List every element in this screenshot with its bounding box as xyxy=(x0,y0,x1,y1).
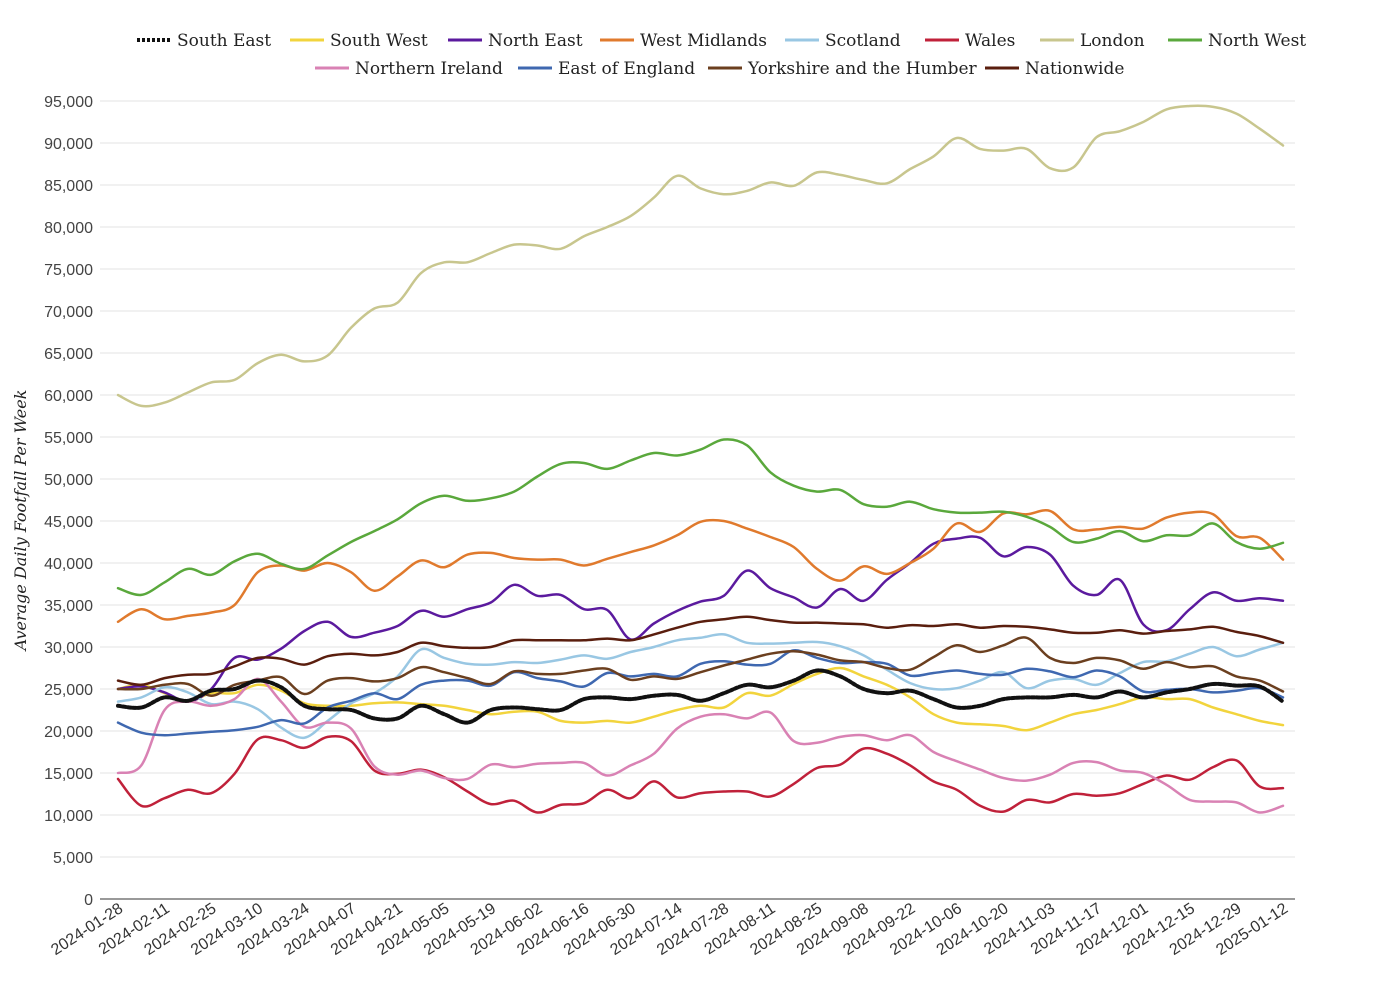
series-line-london xyxy=(116,104,1285,408)
legend-label: East of England xyxy=(558,59,695,79)
x-axis-ticks: 2024-01-282024-02-112024-02-252024-03-10… xyxy=(48,900,1291,959)
legend-label: South West xyxy=(330,31,428,51)
legend-label: Wales xyxy=(965,31,1015,51)
legend-item-nationwide: Nationwide xyxy=(985,59,1124,79)
legend-label: North East xyxy=(488,31,583,51)
legend-item-london: London xyxy=(1040,31,1145,51)
y-tick-label: 35,000 xyxy=(44,598,93,615)
series-line-south-west xyxy=(116,666,1285,732)
legend-label: South East xyxy=(177,31,271,51)
legend-item-south-west: South West xyxy=(290,31,428,51)
y-tick-label: 70,000 xyxy=(44,304,93,321)
y-tick-label: 85,000 xyxy=(44,178,93,195)
series-line-west-midlands xyxy=(116,509,1285,624)
legend-label: Scotland xyxy=(825,31,901,51)
y-tick-label: 55,000 xyxy=(44,430,93,447)
grid-lines xyxy=(100,100,1295,858)
legend-item-yorkshire-and-the-humber: Yorkshire and the Humber xyxy=(708,59,978,79)
y-tick-label: 80,000 xyxy=(44,220,93,237)
series-line-northern-ireland xyxy=(116,677,1285,814)
legend-label: North West xyxy=(1208,31,1306,51)
series-line-nationwide xyxy=(116,615,1285,687)
legend-label: West Midlands xyxy=(640,31,767,51)
y-tick-label: 75,000 xyxy=(44,262,93,279)
y-tick-label: 90,000 xyxy=(44,136,93,153)
series-line-wales xyxy=(116,735,1285,814)
y-tick-label: 60,000 xyxy=(44,388,93,405)
series-line-north-west xyxy=(116,438,1285,597)
y-tick-label: 65,000 xyxy=(44,346,93,363)
legend-item-south-east: South East xyxy=(137,31,271,51)
y-tick-label: 10,000 xyxy=(44,808,93,825)
series-line-east-of-england xyxy=(116,649,1285,737)
series-layer xyxy=(116,104,1285,814)
y-tick-label: 5,000 xyxy=(53,850,93,867)
legend-item-west-midlands: West Midlands xyxy=(600,31,767,51)
y-tick-label: 30,000 xyxy=(44,640,93,657)
y-tick-label: 0 xyxy=(84,892,93,909)
y-tick-label: 50,000 xyxy=(44,472,93,489)
legend-label: London xyxy=(1080,31,1145,51)
legend-label: Northern Ireland xyxy=(355,59,503,79)
y-axis-ticks: 0 5,000 10,000 15,000 20,000 25,000 30,000 35,0… xyxy=(44,94,93,909)
series-line-yorkshire-and-the-humber xyxy=(116,636,1285,697)
y-tick-label: 95,000 xyxy=(44,94,93,111)
legend-item-east-of-england: East of England xyxy=(518,59,695,79)
legend-item-northern-ireland: Northern Ireland xyxy=(315,59,503,79)
y-axis-label: Average Daily Footfall Per Week xyxy=(11,390,30,653)
y-tick-label: 45,000 xyxy=(44,514,93,531)
legend-item-north-west: North West xyxy=(1168,31,1306,51)
legend-item-wales: Wales xyxy=(925,31,1015,51)
legend-label: Nationwide xyxy=(1025,59,1124,79)
legend-label: Yorkshire and the Humber xyxy=(747,59,978,79)
legend-item-scotland: Scotland xyxy=(785,31,901,51)
y-tick-label: 15,000 xyxy=(44,766,93,783)
series-line-north-east xyxy=(116,535,1285,703)
y-tick-label: 20,000 xyxy=(44,724,93,741)
y-tick-label: 25,000 xyxy=(44,682,93,699)
chart-legend: South East South West North East West Midla… xyxy=(137,31,1306,79)
series-line-south-east xyxy=(116,668,1285,725)
legend-item-north-east: North East xyxy=(448,31,583,51)
series-line-scotland xyxy=(116,633,1285,740)
y-tick-label: 40,000 xyxy=(44,556,93,573)
